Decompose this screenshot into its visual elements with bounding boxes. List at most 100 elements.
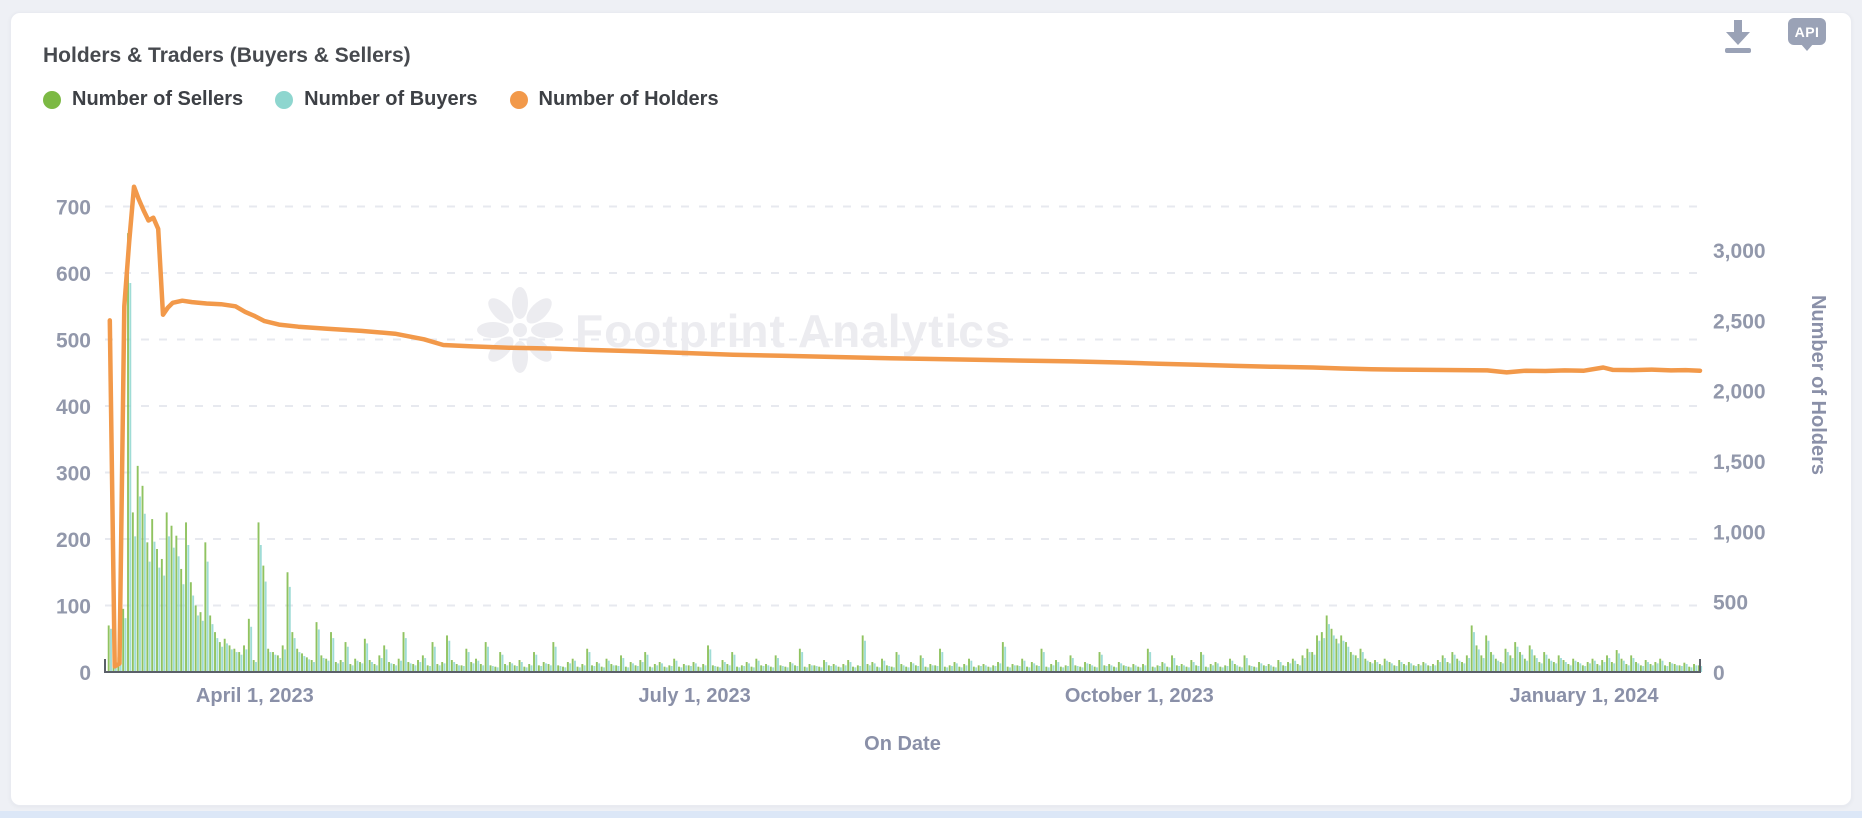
- sellers-bar[interactable]: [1258, 662, 1260, 672]
- buyers-bar[interactable]: [177, 556, 180, 672]
- buyers-bar[interactable]: [206, 561, 209, 672]
- buyers-bar[interactable]: [1497, 660, 1500, 672]
- sellers-bar[interactable]: [1591, 658, 1594, 672]
- buyers-bar[interactable]: [1593, 660, 1596, 672]
- buyers-bar[interactable]: [1651, 665, 1654, 672]
- sellers-bar[interactable]: [107, 625, 110, 672]
- buyers-bar[interactable]: [1666, 666, 1669, 672]
- buyers-bar[interactable]: [936, 666, 939, 672]
- buyers-bar[interactable]: [230, 649, 233, 672]
- sellers-bar[interactable]: [247, 618, 250, 672]
- sellers-bar[interactable]: [1142, 664, 1144, 672]
- sellers-bar[interactable]: [465, 648, 468, 672]
- buyers-bar[interactable]: [1555, 663, 1558, 672]
- sellers-bar[interactable]: [315, 622, 318, 672]
- sellers-bar[interactable]: [233, 648, 236, 672]
- buyers-bar[interactable]: [404, 638, 407, 672]
- buyers-bar[interactable]: [1023, 660, 1026, 672]
- buyers-bar[interactable]: [1192, 662, 1195, 672]
- buyers-bar[interactable]: [1105, 666, 1108, 672]
- buyers-bar[interactable]: [902, 665, 905, 672]
- buyers-bar[interactable]: [1400, 662, 1403, 672]
- sellers-bar[interactable]: [861, 635, 864, 672]
- buyers-bar[interactable]: [303, 656, 306, 672]
- sellers-bar[interactable]: [185, 522, 187, 672]
- sellers-bar[interactable]: [1113, 666, 1115, 672]
- buyers-bar[interactable]: [139, 496, 141, 672]
- buyers-bar[interactable]: [221, 646, 224, 672]
- buyers-bar[interactable]: [525, 667, 528, 672]
- sellers-bar[interactable]: [1528, 645, 1531, 672]
- sellers-bar[interactable]: [1320, 632, 1323, 672]
- sellers-bar[interactable]: [576, 666, 579, 672]
- sellers-bar[interactable]: [1610, 662, 1613, 672]
- sellers-bar[interactable]: [1644, 660, 1647, 672]
- sellers-bar[interactable]: [682, 664, 685, 672]
- sellers-bar[interactable]: [798, 648, 801, 672]
- buyers-bar[interactable]: [1661, 660, 1664, 672]
- sellers-bar[interactable]: [407, 662, 410, 672]
- sellers-bar[interactable]: [421, 655, 424, 672]
- buyers-bar[interactable]: [757, 660, 760, 672]
- buyers-bar[interactable]: [883, 660, 886, 672]
- buyers-bar[interactable]: [119, 659, 122, 672]
- buyers-bar[interactable]: [690, 666, 692, 672]
- sellers-bar[interactable]: [1403, 664, 1405, 672]
- sellers-bar[interactable]: [707, 645, 709, 672]
- buyers-bar[interactable]: [1047, 667, 1050, 672]
- buyers-bar[interactable]: [1545, 654, 1548, 672]
- buyers-bar[interactable]: [1584, 666, 1587, 672]
- sellers-bar[interactable]: [523, 666, 526, 672]
- sellers-bar[interactable]: [170, 525, 173, 672]
- sellers-bar[interactable]: [1514, 642, 1517, 672]
- buyers-bar[interactable]: [1535, 658, 1538, 672]
- sellers-bar[interactable]: [402, 632, 405, 672]
- sellers-bar[interactable]: [339, 660, 342, 672]
- sellers-bar[interactable]: [958, 666, 961, 672]
- buyers-bar[interactable]: [1680, 666, 1683, 672]
- buyers-bar[interactable]: [1531, 649, 1533, 672]
- sellers-bar[interactable]: [736, 666, 738, 672]
- sellers-bar[interactable]: [1543, 652, 1546, 672]
- buyers-bar[interactable]: [1458, 660, 1461, 672]
- buyers-bar[interactable]: [617, 666, 620, 672]
- sellers-bar[interactable]: [972, 666, 975, 672]
- sellers-bar[interactable]: [658, 662, 661, 672]
- legend-item-1[interactable]: Number of Sellers: [43, 88, 243, 111]
- sellers-bar[interactable]: [1306, 648, 1309, 672]
- sellers-bar[interactable]: [1688, 666, 1691, 672]
- buyers-bar[interactable]: [598, 663, 601, 672]
- buyers-bar[interactable]: [1100, 654, 1103, 672]
- buyers-bar[interactable]: [1700, 666, 1703, 672]
- sellers-bar[interactable]: [740, 665, 743, 672]
- buyers-bar[interactable]: [240, 654, 243, 672]
- sellers-bar[interactable]: [552, 642, 555, 672]
- sellers-bar[interactable]: [470, 662, 473, 672]
- buyers-bar[interactable]: [1676, 665, 1678, 672]
- buyers-bar[interactable]: [1347, 646, 1350, 672]
- buyers-bar[interactable]: [1062, 667, 1065, 672]
- buyers-bar[interactable]: [216, 638, 219, 672]
- buyers-bar[interactable]: [250, 626, 253, 672]
- buyers-bar[interactable]: [1560, 658, 1562, 672]
- buyers-bar[interactable]: [1057, 662, 1060, 672]
- sellers-bar[interactable]: [1200, 652, 1202, 672]
- sellers-bar[interactable]: [1693, 664, 1695, 672]
- buyers-bar[interactable]: [675, 660, 678, 672]
- sellers-bar[interactable]: [204, 542, 207, 672]
- sellers-bar[interactable]: [1190, 660, 1193, 672]
- buyers-bar[interactable]: [1492, 654, 1495, 672]
- sellers-bar[interactable]: [1494, 658, 1497, 672]
- sellers-bar[interactable]: [1204, 666, 1207, 672]
- sellers-bar[interactable]: [146, 542, 149, 672]
- sellers-bar[interactable]: [136, 465, 139, 672]
- sellers-bar[interactable]: [1137, 666, 1140, 672]
- buyers-bar[interactable]: [1366, 660, 1369, 672]
- sellers-bar[interactable]: [1533, 655, 1536, 672]
- buyers-bar[interactable]: [888, 666, 891, 672]
- sellers-bar[interactable]: [968, 658, 970, 672]
- sellers-bar[interactable]: [1127, 666, 1130, 672]
- sellers-bar[interactable]: [1417, 664, 1420, 672]
- buyers-bar[interactable]: [429, 666, 431, 672]
- buyers-bar[interactable]: [588, 652, 591, 672]
